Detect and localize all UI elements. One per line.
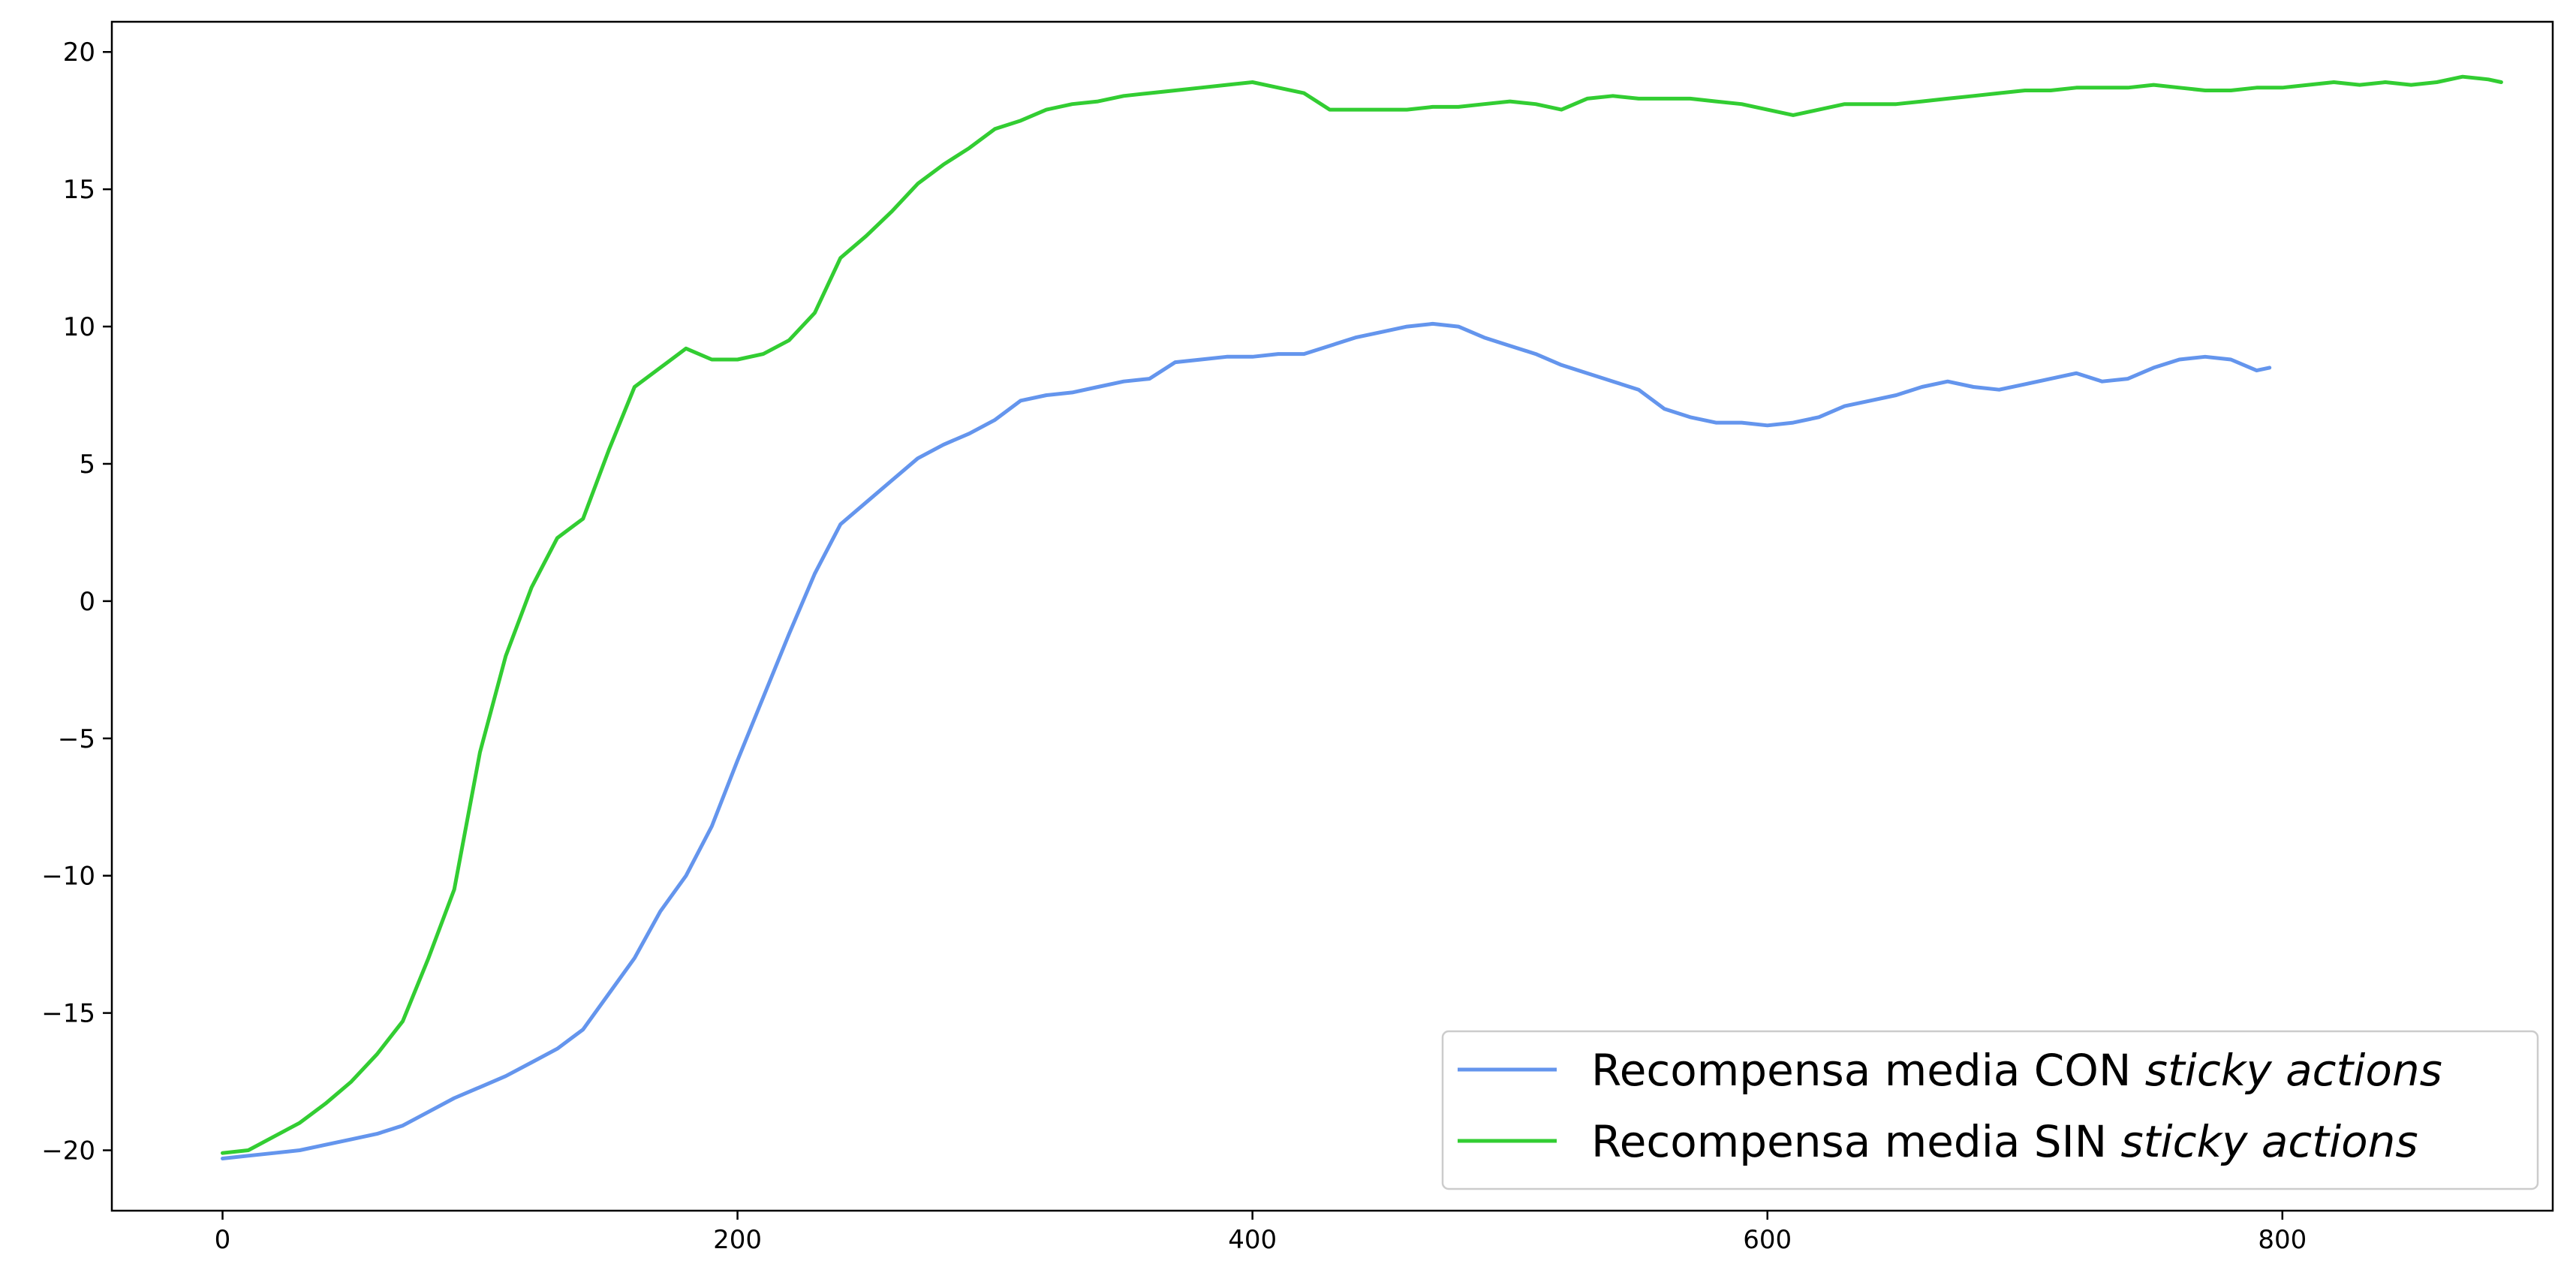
x-tick-label: 0: [215, 1225, 231, 1255]
y-tick-label: −5: [58, 724, 95, 754]
legend-label-sin: Recompensa media SIN sticky actions: [1591, 1116, 2418, 1167]
y-tick-label: 0: [79, 587, 95, 617]
y-tick-label: 5: [79, 450, 95, 480]
y-tick-label: 10: [63, 312, 95, 342]
y-axis-ticks: −20 −15 −10 −5 0 5 10 15 20: [41, 38, 112, 1166]
legend-label-con-italic: sticky actions: [2145, 1045, 2442, 1096]
y-tick-label: 15: [63, 175, 95, 205]
y-tick-label: −20: [41, 1136, 95, 1166]
x-axis-ticks: 0 200 400 600 800: [215, 1211, 2307, 1255]
series-line-1: [221, 74, 2503, 1155]
series-line-0: [221, 321, 2272, 1160]
y-tick-label: 20: [63, 38, 95, 68]
legend-label-sin-italic: sticky actions: [2121, 1116, 2418, 1167]
legend-label-con: Recompensa media CON sticky actions: [1591, 1045, 2442, 1096]
legend: Recompensa media CON sticky actions Reco…: [1441, 1030, 2539, 1190]
y-tick-label: −10: [41, 862, 95, 892]
x-tick-label: 400: [1228, 1225, 1277, 1255]
legend-label-sin-prefix: Recompensa media SIN: [1591, 1116, 2121, 1167]
x-tick-label: 200: [713, 1225, 762, 1255]
series-layer: [221, 74, 2503, 1160]
legend-box: [1441, 1030, 2539, 1190]
plot-frame: [110, 20, 2554, 1212]
legend-label-con-prefix: Recompensa media CON: [1591, 1045, 2145, 1096]
x-tick-label: 800: [2258, 1225, 2307, 1255]
y-tick-label: −15: [41, 999, 95, 1029]
x-tick-label: 600: [1743, 1225, 1792, 1255]
